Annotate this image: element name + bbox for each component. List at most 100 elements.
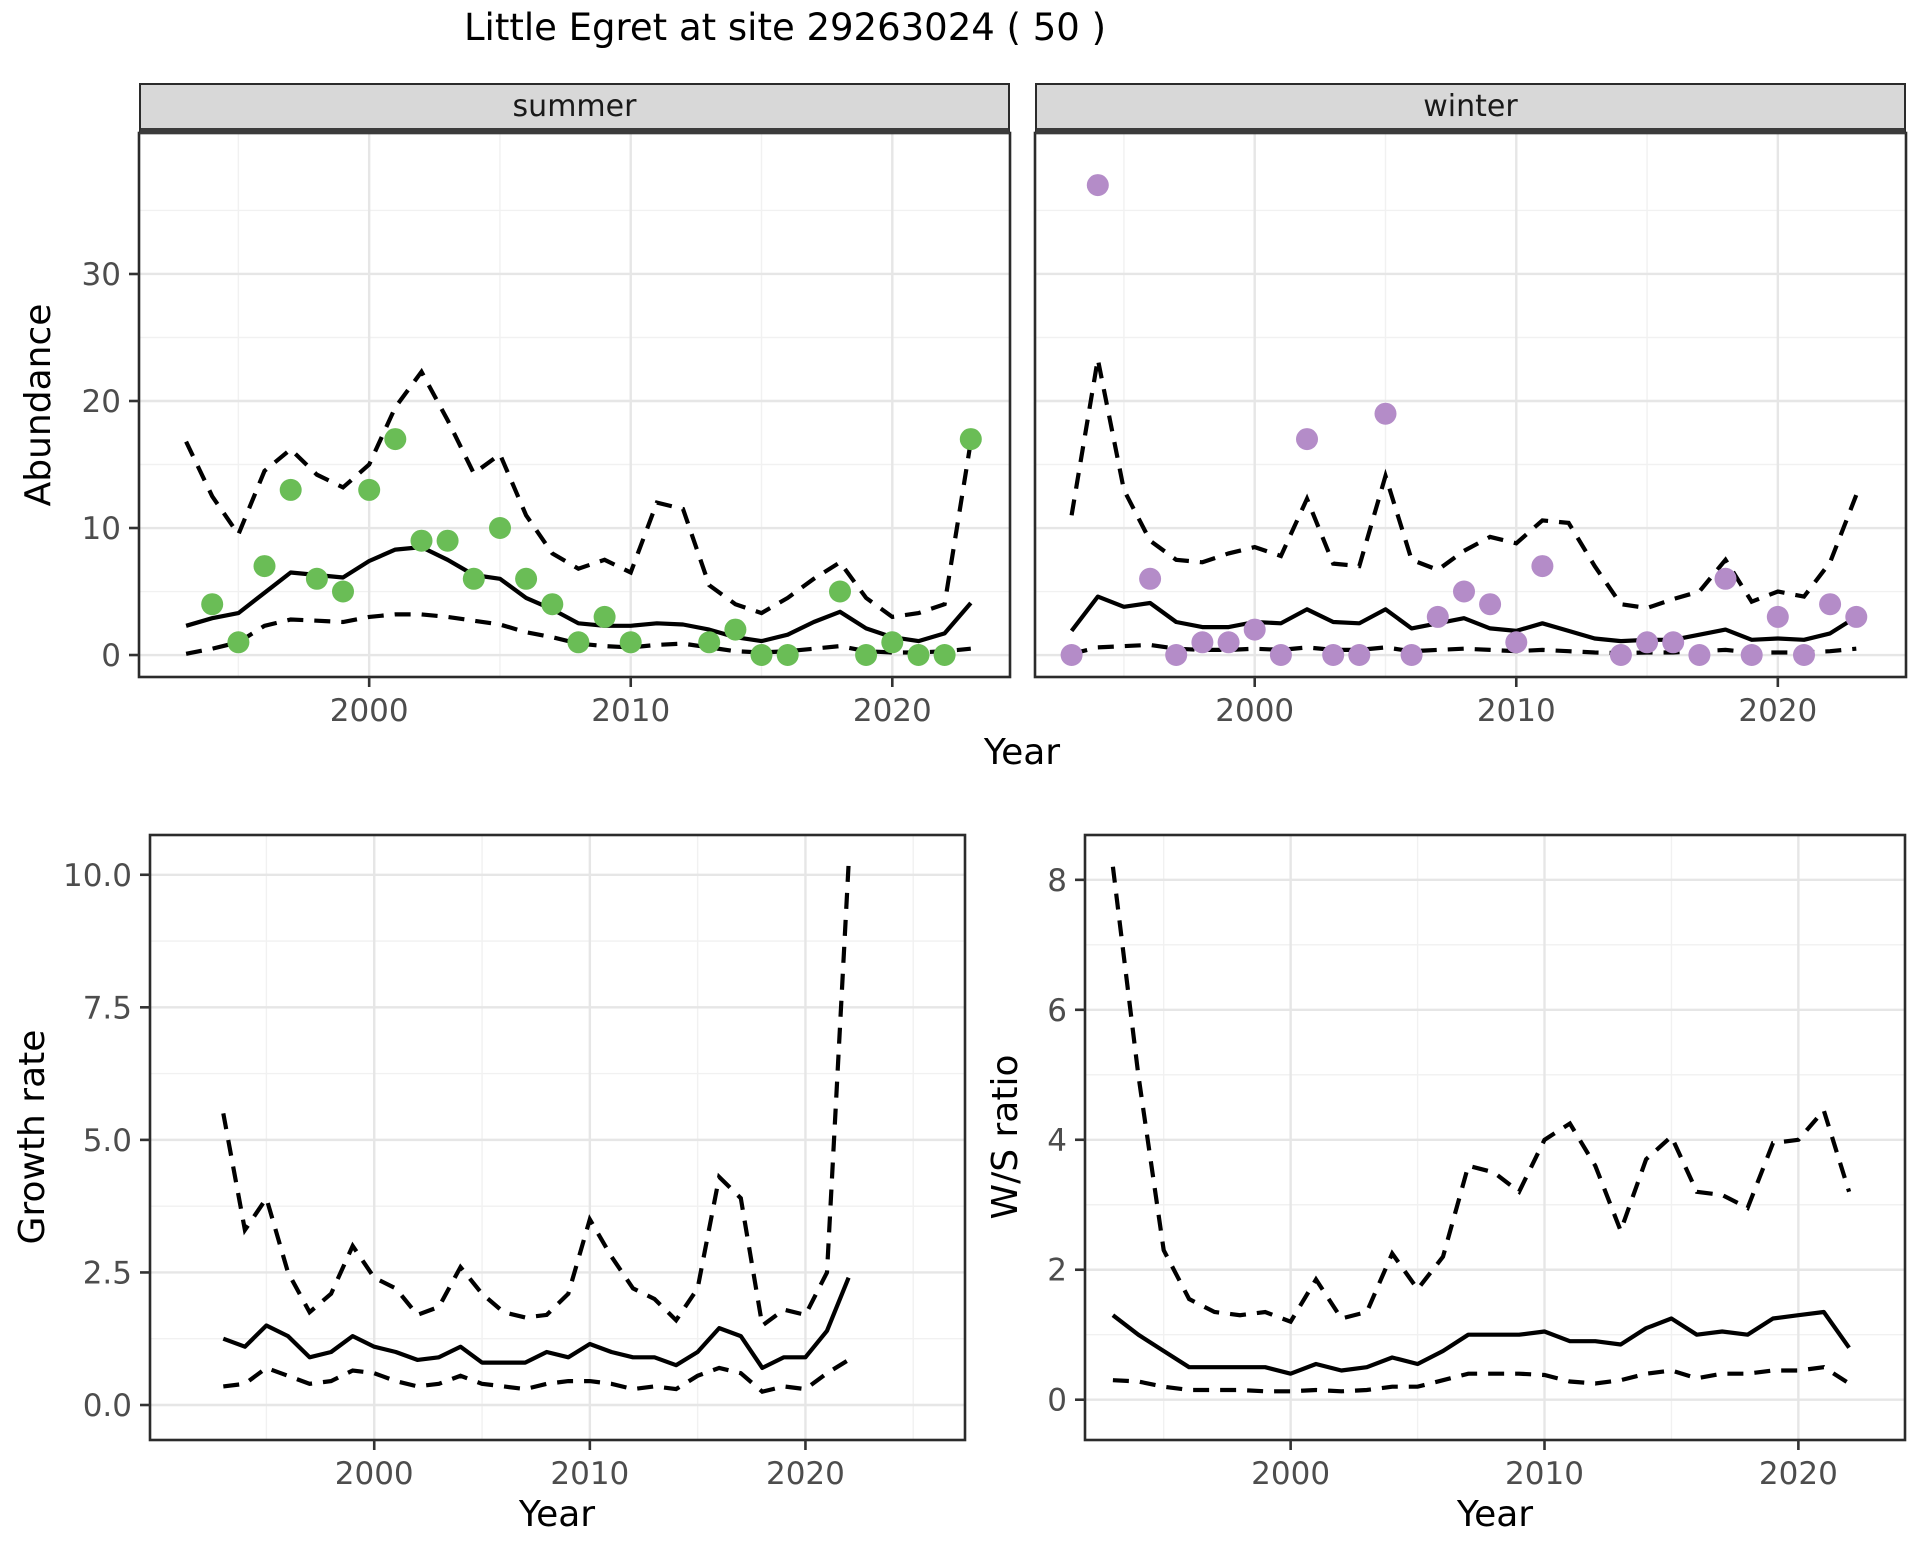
data-point [1714,567,1737,590]
ws-ratio-axis: 2000 2010 2020 0 2 4 6 8 [1047,863,1838,1492]
x-axis-title-growth: Year [518,1493,596,1535]
data-point [1609,644,1632,666]
ws-ratio-panel: 2000 2010 2020 0 2 4 6 8 [1047,833,1907,1492]
data-point [1400,644,1423,666]
data-point [201,593,224,616]
svg-text:5.0: 5.0 [83,1123,132,1159]
data-point [1296,428,1318,451]
facet-strip-summer-label: summer [512,89,637,124]
data-point [1322,644,1345,666]
data-point [1374,402,1397,425]
data-point [907,644,930,666]
data-point [1662,631,1685,654]
data-point [1453,580,1475,603]
growth-rate-grid [150,835,965,1440]
abundance-winter-lower-ci-line [1071,642,1857,656]
data-point [1479,593,1502,616]
data-point [410,529,433,552]
data-point [1845,605,1868,628]
abundance-winter-axis: 2000 2010 2020 [1215,677,1817,729]
svg-text:2020: 2020 [766,1456,845,1492]
abundance-winter-fitted-line [1069,594,1858,644]
growth-rate-upper-ci-line [221,864,851,1330]
abundance-summer-points [201,428,982,666]
ws-ratio-fitted-line [1111,1309,1851,1376]
data-point [593,605,616,628]
abundance-winter-panel: 2000 2010 2020 [1033,131,1908,729]
data-point [253,555,276,578]
data-point [1819,593,1842,616]
growth-rate-fitted-line [222,1276,851,1371]
data-point [332,580,354,603]
y-axis-title-abundance: Abundance [17,303,59,507]
data-point [1766,605,1789,628]
svg-text:6: 6 [1047,993,1067,1029]
svg-text:2: 2 [1047,1253,1067,1289]
data-point [1086,174,1109,197]
data-point [881,631,904,654]
data-point [959,428,982,451]
data-point [1531,555,1554,578]
facet-strip-winter: winter [1035,83,1906,134]
svg-text:2020: 2020 [1759,1456,1838,1492]
svg-text:2010: 2010 [1505,1456,1584,1492]
svg-text:8: 8 [1047,863,1067,899]
data-point [619,631,642,654]
data-point [1243,618,1266,641]
data-point [1688,644,1711,666]
svg-text:2000: 2000 [1215,693,1294,729]
data-point [1217,631,1240,654]
growth-rate-panel: 2000 2010 2020 0.0 2.5 5.0 7.5 10.0 [63,833,967,1492]
facet-strip-winter-label: winter [1423,89,1518,124]
data-point [227,631,250,654]
data-point [515,567,538,590]
data-point [1269,644,1292,666]
svg-text:2010: 2010 [1477,693,1556,729]
abundance-summer-panel: 2000 2010 2020 0 10 20 30 [82,131,1012,729]
svg-text:4: 4 [1047,1123,1067,1159]
y-axis-title-growth-rate: Growth rate [11,1029,53,1245]
data-point [750,644,773,666]
data-point [489,517,511,539]
data-point [1793,644,1815,666]
data-point [698,631,721,654]
data-point [462,567,485,590]
data-point [1191,631,1214,654]
abundance-summer-grid [139,133,1010,677]
abundance-summer-lower-ci-line [185,612,971,656]
data-point [1636,631,1659,654]
x-axis-title-ws: Year [1456,1493,1534,1535]
svg-text:10: 10 [82,511,121,547]
abundance-winter-upper-ci-line [1069,358,1859,611]
data-point [933,644,956,666]
svg-text:2020: 2020 [853,693,932,729]
svg-text:2000: 2000 [1251,1456,1330,1492]
svg-text:2000: 2000 [330,693,409,729]
svg-text:2010: 2010 [550,1456,629,1492]
data-point [1139,567,1162,590]
svg-text:30: 30 [82,257,121,293]
ws-ratio-lower-ci-line [1112,1365,1851,1394]
svg-text:0: 0 [101,638,121,674]
page-title: Little Egret at site 29263024 ( 50 ) [463,6,1107,49]
data-point [776,644,799,666]
svg-text:0: 0 [1047,1383,1067,1419]
abundance-summer-upper-ci-line [184,367,973,620]
abundance-winter-points [1060,174,1868,666]
data-point [279,478,302,501]
growth-rate-lower-ci-line [223,1358,850,1394]
data-point [1348,644,1371,666]
svg-text:2010: 2010 [591,693,670,729]
svg-text:20: 20 [82,384,121,420]
facet-strip-summer: summer [139,83,1010,134]
data-point [1740,644,1763,666]
svg-text:2020: 2020 [1738,693,1817,729]
data-point [855,644,878,666]
data-point [305,567,328,590]
data-point [1165,644,1188,666]
svg-text:0.0: 0.0 [83,1388,132,1424]
data-point [1505,631,1528,654]
svg-text:7.5: 7.5 [83,990,132,1026]
